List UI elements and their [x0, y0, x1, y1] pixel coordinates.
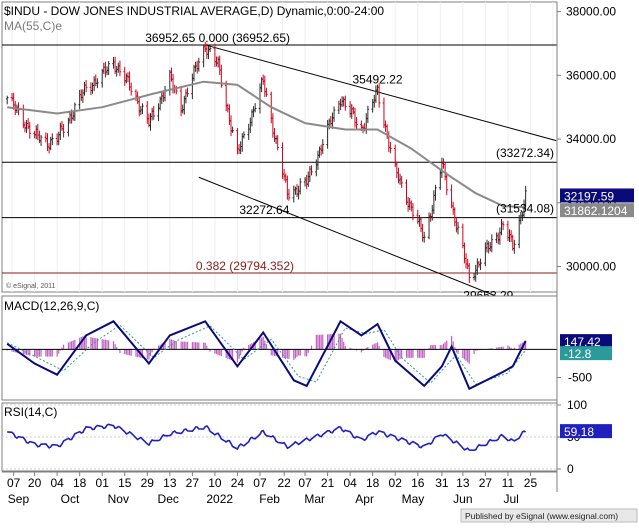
rsi-value-tag: 59.18 [564, 425, 594, 439]
price-annotation: 35492.22 [352, 72, 402, 86]
x-axis: 07 20 04 18 01 15 29 13 27 10 24 07 22 07 21 04 18 02 16 31… [2, 471, 557, 506]
x-month-label: Sep [8, 492, 30, 506]
rsi-gridlines [2, 404, 557, 470]
watermark: © eSignal, 2011 [6, 282, 56, 290]
x-day-label: 07 [7, 476, 21, 490]
x-month-label: Oct [61, 492, 80, 506]
x-day-label: 04 [50, 476, 64, 490]
x-day-label: 11 [502, 476, 515, 490]
x-month-label: Nov [108, 492, 129, 506]
macd-histogram [2, 333, 557, 364]
rsi-line [7, 423, 527, 452]
level-label: (31534.08) [496, 202, 554, 216]
macd-signal-line [6, 324, 526, 385]
macd-title: MACD(12,26,9,C) [4, 299, 99, 313]
x-month-label: Feb [259, 492, 280, 506]
x-month-label: Apr [355, 492, 374, 506]
x-month-label: Mar [304, 492, 325, 506]
x-day-label: 10 [208, 476, 222, 490]
x-day-label: 24 [231, 476, 245, 490]
x-day-label: 27 [186, 476, 200, 490]
x-day-label: 31 [435, 476, 449, 490]
price-pane-frame [1, 1, 558, 293]
horizontal-levels [2, 44, 557, 274]
chart-title: $INDU - DOW JONES INDUSTRIAL AVERAGE,D) … [4, 4, 384, 18]
rsi-pane: RSI(14,C) [1, 402, 558, 472]
x-day-label: 18 [73, 476, 87, 490]
x-day-label: 25 [524, 476, 538, 490]
trendline [205, 44, 557, 142]
trendlines [198, 44, 557, 309]
x-day-label: 02 [389, 476, 403, 490]
level-label: 0.382 (29794.352) [196, 259, 294, 273]
macd-value-tag: 147.42 [564, 335, 601, 349]
x-day-label: 16 [411, 476, 425, 490]
x-day-label: 07 [298, 476, 312, 490]
x-day-label: 18 [366, 476, 380, 490]
x-day-label: 13 [456, 476, 470, 490]
x-month-label: Jun [453, 492, 472, 506]
rsi-value-tag-bg [560, 424, 612, 439]
x-month-label: May [402, 492, 425, 506]
macd-tick-label: -500 [568, 371, 592, 385]
price-tick-label: 36000.00 [566, 68, 616, 82]
price-candles [5, 41, 527, 283]
footer-published: Published by eSignal (www.esignal.com) [465, 511, 618, 521]
last-price-tag-bg [560, 188, 634, 203]
price-tick-label: 30000.00 [566, 260, 616, 274]
x-day-label: 04 [343, 476, 357, 490]
trendline [198, 176, 526, 309]
macd-value-tag-bg [560, 334, 612, 349]
macd-pane: MACD(12,26,9,C) [1, 295, 558, 401]
last-price-tag: 32197.59 [564, 189, 614, 203]
rsi-tick-label: 0 [567, 462, 574, 476]
footer-box [460, 508, 638, 523]
x-day-label: 21 [321, 476, 335, 490]
macd-tick-labels: -500 [557, 371, 592, 385]
ma-value-tag-bg [560, 203, 634, 218]
level-label: 36952.65 0.000 (36952.65) [145, 31, 290, 45]
price-annotation: 32272.64 [239, 203, 289, 217]
price-tick-label: 38000.00 [566, 5, 616, 19]
rsi-tick-label: 100 [567, 398, 587, 412]
x-day-label: 07 [253, 476, 267, 490]
x-day-label: 15 [118, 476, 132, 490]
x-month-label: Jul [503, 492, 518, 506]
x-day-label: 20 [28, 476, 42, 490]
price-tick-label: 34000.00 [566, 132, 616, 146]
x-day-label: 27 [479, 476, 493, 490]
x-month-label: Dec [158, 492, 179, 506]
level-label: (33272.34) [496, 146, 554, 160]
macd-line [6, 319, 527, 391]
x-day-label: 01 [96, 476, 110, 490]
x-day-label: 13 [163, 476, 177, 490]
ma55-line [7, 80, 526, 209]
signal-value-tag: -12.8 [564, 347, 592, 361]
ma-value-tag: 31862.1204 [564, 204, 628, 218]
x-day-label: 22 [277, 476, 291, 490]
x-month-label: 2022 [206, 492, 233, 506]
signal-value-tag-bg [560, 346, 612, 361]
x-day-label: 29 [141, 476, 155, 490]
rsi-title: RSI(14,C) [4, 405, 57, 419]
ma-legend: MA(55,C)e [4, 19, 62, 33]
